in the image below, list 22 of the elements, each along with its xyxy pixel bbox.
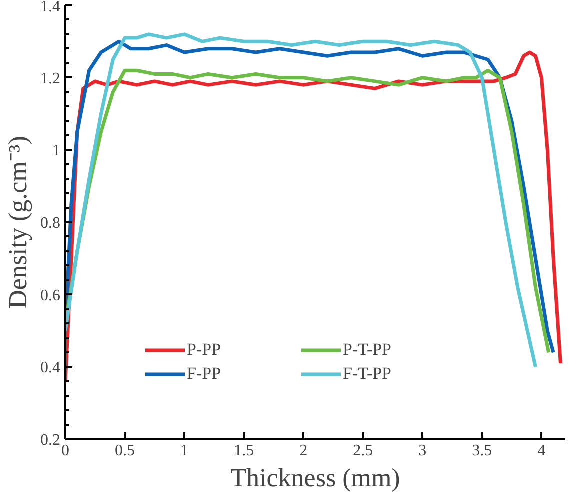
- legend-label: P-PP: [187, 340, 222, 360]
- x-tick-label: 0.5: [115, 442, 136, 460]
- x-axis-title: Thickness (mm): [230, 464, 400, 492]
- legend-label: F-T-PP: [343, 364, 393, 384]
- x-tick-label: 2: [300, 442, 308, 460]
- legend-label: P-T-PP: [343, 340, 393, 360]
- x-tick-label: 2.5: [353, 442, 374, 460]
- y-tick-label: 1: [52, 142, 60, 160]
- y-tick-label: 1.2: [40, 70, 60, 88]
- y-tick-label: 0.8: [40, 215, 60, 232]
- y-axis-title: Density (g.cm⁻³): [4, 136, 32, 309]
- x-tick-label: 1.5: [234, 442, 254, 460]
- x-tick-label: 3.5: [472, 442, 492, 460]
- y-tick-label: 0.2: [40, 432, 60, 449]
- x-tick-label: 3: [418, 442, 427, 460]
- x-tick-label: 4: [538, 442, 546, 460]
- y-tick-label: 0.6: [40, 287, 60, 304]
- y-tick-label: 1.4: [40, 0, 60, 16]
- legend-label: F-PP: [187, 364, 222, 384]
- x-tick-label: 1: [180, 442, 189, 460]
- x-tick-label: 0: [62, 442, 70, 460]
- y-tick-label: 0.4: [40, 360, 60, 377]
